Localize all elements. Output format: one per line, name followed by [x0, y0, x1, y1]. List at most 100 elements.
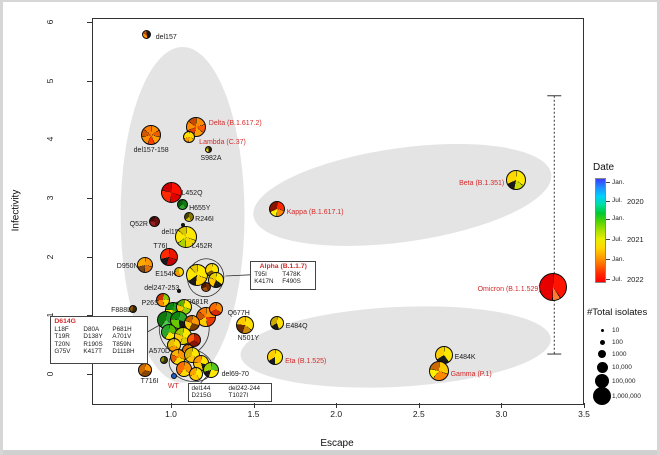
y-tick-mark — [87, 374, 92, 375]
x-tick-mark — [501, 403, 503, 408]
date-tick-label: Jul. — [612, 235, 623, 243]
date-tick-mark — [606, 239, 610, 241]
callout-row: T19R D138Y A701V — [54, 333, 144, 341]
point-label: del157 — [155, 33, 177, 41]
pie-marker — [184, 314, 201, 331]
point-label: Beta (B.1.351) — [459, 180, 505, 188]
x-tick-mark — [418, 403, 420, 408]
pie-marker-l452r — [174, 226, 197, 249]
mutation-label: del144 — [191, 384, 211, 392]
callout-title: Alpha (B.1.1.7) — [259, 262, 307, 270]
point-label: D950N — [116, 262, 139, 270]
x-tick-label: 3.0 — [495, 409, 508, 419]
y-tick-label: 4 — [45, 136, 55, 142]
callout-row: del144 del242-244 — [192, 385, 268, 393]
pie-marker-omicron-b-1-1-529- — [538, 273, 567, 302]
size-legend-title: #Total isolates — [587, 307, 648, 318]
mutation-label: F490S — [282, 278, 301, 286]
size-legend-dot — [599, 339, 605, 345]
mutation-label: T478K — [282, 270, 301, 278]
point-label: Omicron (B.1.1.529) — [477, 286, 541, 294]
y-tick-label: 5 — [45, 78, 55, 83]
x-axis-title: Escape — [320, 438, 354, 449]
size-legend-label: 10 — [612, 326, 620, 334]
y-tick-label: 3 — [45, 195, 55, 201]
pie-marker-l452q — [160, 181, 182, 203]
mutation-label: G75V — [54, 348, 71, 356]
mutation-label: P681H — [112, 325, 132, 333]
pie-marker-kappa-b-1-617-1- — [268, 201, 285, 218]
pie-marker-del157-158 — [141, 125, 162, 146]
point-label: Kappa (B.1.617.1) — [286, 209, 344, 217]
size-legend-label: 10,000 — [612, 363, 632, 371]
pie-marker — [200, 282, 211, 293]
date-tick-label: Jul. — [612, 275, 623, 283]
point-label: del69-70 — [221, 370, 249, 378]
mutation-label: D215G — [191, 392, 212, 400]
del144-box: del144 del242-244 D215G T1027I — [187, 382, 272, 402]
date-tick-label: Jan. — [612, 215, 625, 223]
y-tick-mark — [87, 80, 92, 82]
y-tick-label: 6 — [45, 19, 55, 25]
date-tick-year: 2021 — [627, 235, 644, 245]
pie-marker-d950n — [136, 256, 153, 273]
pie-marker-del247-253 — [177, 289, 182, 294]
date-colorbar — [595, 178, 606, 283]
variant-group-blob — [253, 143, 552, 246]
pie-marker-t76i — [160, 248, 179, 267]
x-tick-label: 1.0 — [165, 409, 177, 419]
point-label: L452Q — [181, 190, 203, 198]
pie-marker-del69-70 — [202, 361, 219, 378]
mutation-label: K417N — [254, 278, 274, 286]
point-label: T76I — [153, 243, 168, 251]
alpha-box: Alpha (B.1.1.7) T95I T478K K417N F490S — [250, 260, 317, 290]
point-label: Lambda (C.37) — [199, 138, 246, 146]
point-label: Q52R — [129, 220, 148, 228]
point-label: del158 — [161, 228, 183, 236]
x-tick-mark — [171, 403, 172, 408]
mutation-label: T19R — [54, 333, 70, 341]
pie-marker — [188, 367, 203, 381]
y-tick-label: 2 — [45, 254, 55, 259]
date-tick-mark — [606, 200, 610, 202]
y-tick-mark — [87, 139, 92, 141]
x-tick-label: 2.0 — [330, 409, 343, 419]
mutation-label: T95I — [254, 270, 267, 278]
pie-marker-e484q — [269, 315, 284, 330]
size-legend-dot — [600, 328, 604, 332]
size-legend-label: 100,000 — [612, 377, 636, 385]
pie-marker-e154k — [174, 266, 185, 277]
point-label: del247-253 — [144, 285, 180, 293]
point-label: E154K — [155, 270, 177, 278]
point-label: L452R — [191, 243, 213, 251]
mutation-label: T859N — [112, 340, 132, 348]
pie-marker — [207, 272, 224, 289]
point-label: del157-158 — [133, 147, 169, 155]
callout-row: G75V K417T D1118H — [54, 348, 144, 356]
point-label: Gamma (P.1) — [450, 371, 492, 379]
date-legend-title: Date — [593, 162, 615, 173]
date-tick-year: 2020 — [627, 196, 644, 206]
size-legend-dot — [593, 387, 611, 405]
y-tick-label: 0 — [45, 371, 55, 377]
pie-marker-s982a — [205, 145, 213, 153]
pie-marker-eta-b-1-525- — [267, 348, 284, 365]
date-tick-label: Jan. — [612, 255, 625, 263]
date-tick-label: Jan. — [612, 178, 625, 186]
pie-marker-n501y — [236, 316, 255, 335]
callout-row: T20N R190S T859N — [54, 341, 144, 349]
point-label: WT — [167, 382, 179, 390]
mutation-label: T20N — [54, 340, 70, 348]
x-tick-label: 3.5 — [578, 409, 590, 419]
pie-marker-beta-b-1-351- — [506, 170, 527, 191]
mutation-label: D80A — [83, 325, 100, 333]
d614g-box: D614G L18F D80A P681H T19R D138Y A701V T20N R190… — [50, 315, 149, 364]
size-legend-label: 100 — [612, 338, 623, 346]
size-legend-label: 1,000,000 — [612, 392, 641, 400]
point-label: T716I — [140, 377, 159, 385]
pie-marker-del157 — [141, 30, 151, 40]
mutation-label: T1027I — [228, 392, 249, 400]
point-label: H655Y — [189, 204, 211, 212]
points-layer: del157 del157-158 Delta (B.1.617.2) Lambda … — [3, 2, 657, 455]
point-label: N501Y — [237, 335, 260, 343]
